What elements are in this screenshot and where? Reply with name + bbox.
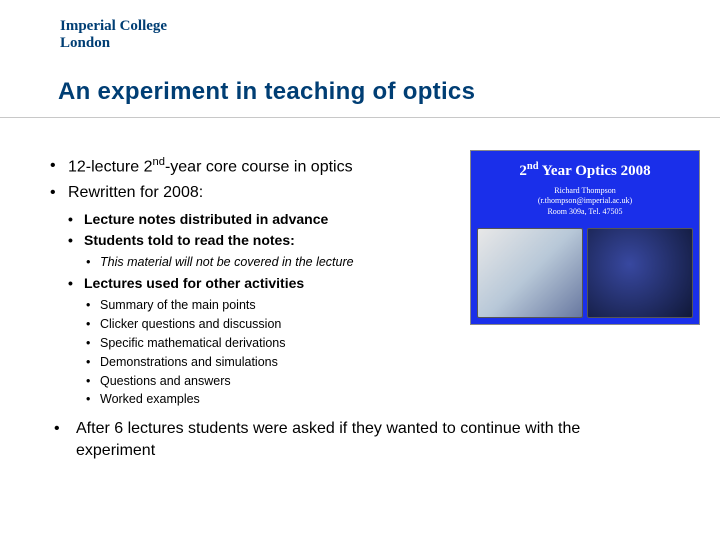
- sub-bullet-read: Students told to read the notes: This ma…: [68, 231, 450, 271]
- slide-content: 12-lecture 2nd-year core course in optic…: [50, 155, 450, 466]
- activity-clicker: Clicker questions and discussion: [84, 316, 450, 333]
- sub-sub-not-covered: This material will not be covered in the…: [84, 254, 450, 271]
- thumb-image-right: [587, 228, 693, 318]
- bullet-final: After 6 lectures students were asked if …: [50, 418, 630, 461]
- activity-summary: Summary of the main points: [84, 297, 450, 314]
- logo-line1: Imperial College: [60, 18, 167, 34]
- sub-bullet-notes: Lecture notes distributed in advance: [68, 210, 450, 229]
- title-underline: [0, 117, 720, 118]
- sub-bullet-activities: Lectures used for other activities Summa…: [68, 274, 450, 408]
- bullet-2: Rewritten for 2008: Lecture notes distri…: [50, 182, 450, 408]
- activity-qa: Questions and answers: [84, 373, 450, 390]
- activity-derivations: Specific mathematical derivations: [84, 335, 450, 352]
- logo-line2: London: [60, 35, 110, 51]
- activity-demos: Demonstrations and simulations: [84, 354, 450, 371]
- bullet-1: 12-lecture 2nd-year core course in optic…: [50, 155, 450, 178]
- thumb-author-info: Richard Thompson (r.thompson@imperial.ac…: [471, 186, 699, 217]
- activity-worked: Worked examples: [84, 391, 450, 408]
- thumb-title: 2nd Year Optics 2008: [471, 161, 699, 180]
- thumb-image-left: [477, 228, 583, 318]
- slide-title: An experiment in teaching of optics: [58, 78, 475, 106]
- thumb-image-row: [477, 228, 693, 318]
- embedded-slide-thumbnail: 2nd Year Optics 2008 Richard Thompson (r…: [470, 150, 700, 325]
- institution-logo: Imperial College London: [60, 18, 167, 51]
